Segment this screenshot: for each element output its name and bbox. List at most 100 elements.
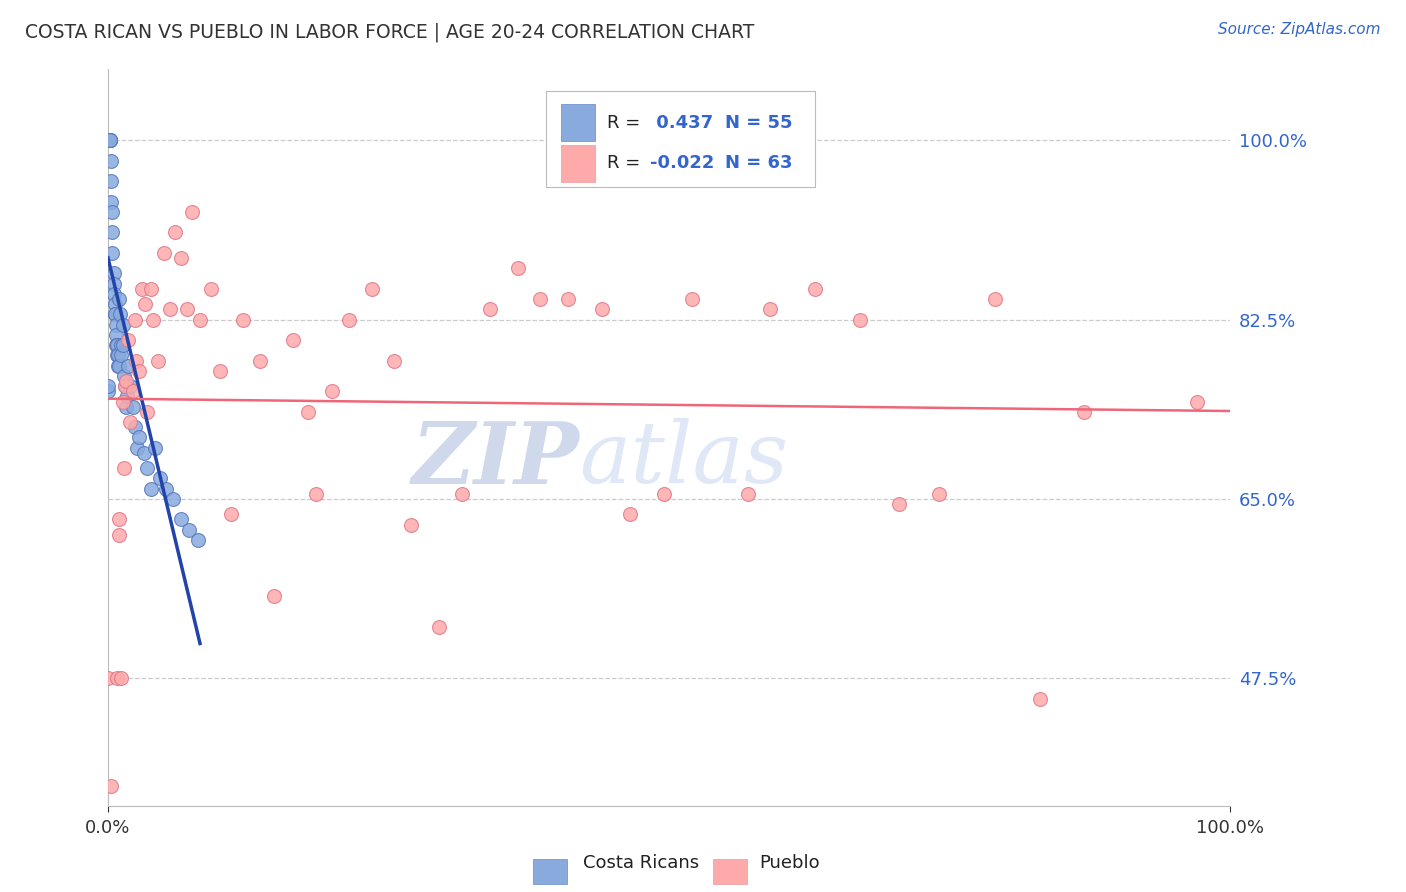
Point [360,282,382,296]
Point [105,348,128,362]
Text: 0.437: 0.437 [650,113,713,132]
Point [983,292,1005,306]
Point [107,359,129,373]
Text: COSTA RICAN VS PUEBLO IN LABOR FORCE | AGE 20-24 CORRELATION CHART: COSTA RICAN VS PUEBLO IN LABOR FORCE | A… [25,22,755,42]
Point [100,174,122,188]
Point [97,384,120,399]
Point [136,461,159,475]
Point [142,312,165,326]
Point [98,133,121,147]
Point [110,338,132,352]
Point [889,497,911,511]
Point [111,394,134,409]
Point [105,671,128,685]
Point [128,364,150,378]
Point [1185,394,1208,409]
Point [591,302,613,317]
Point [249,353,271,368]
Point [98,133,121,147]
Point [1073,405,1095,419]
Point [104,297,127,311]
Point [115,400,138,414]
Point [209,364,232,378]
Point [110,671,132,685]
Point [159,302,181,317]
Point [176,302,198,317]
Point [681,292,703,306]
Point [111,338,134,352]
Point [1028,691,1050,706]
Point [111,318,134,332]
Point [110,348,132,362]
Point [117,333,139,347]
Point [101,246,124,260]
Text: R =: R = [607,154,647,172]
Point [148,353,170,368]
Point [170,251,193,265]
Point [104,318,127,332]
Point [98,133,121,147]
Text: -0.022: -0.022 [650,154,714,172]
Point [108,528,131,542]
Point [132,446,155,460]
Point [181,205,204,219]
Point [321,384,343,399]
Point [115,374,138,388]
Text: R =: R = [607,113,647,132]
Point [478,302,501,317]
Point [100,153,122,168]
Point [263,589,285,603]
Point [120,415,142,429]
Point [529,292,551,306]
Point [450,487,472,501]
Point [104,328,127,343]
Point [283,333,305,347]
Point [124,312,146,326]
Point [125,353,148,368]
Point [108,512,131,526]
Text: Pueblo: Pueblo [759,855,820,872]
FancyBboxPatch shape [546,91,815,186]
Point [104,308,127,322]
Point [619,508,641,522]
Point [97,379,120,393]
Point [506,261,529,276]
Text: N = 55: N = 55 [725,113,793,132]
Point [131,282,153,296]
Point [143,441,166,455]
Point [221,508,243,522]
Point [232,312,254,326]
Point [97,671,120,685]
Point [110,308,132,322]
Point [98,133,121,147]
Point [114,379,136,393]
Point [136,405,159,419]
FancyBboxPatch shape [561,104,595,141]
Point [382,353,405,368]
Point [103,287,125,301]
Point [112,368,135,383]
Point [134,297,156,311]
Point [104,308,127,322]
Point [149,471,172,485]
Point [121,400,143,414]
Point [139,482,162,496]
Point [304,487,326,501]
Point [200,282,222,296]
Point [115,389,138,403]
Point [101,226,124,240]
Point [108,292,131,306]
Point [107,348,129,362]
Point [153,246,176,260]
Point [427,620,450,634]
Point [127,441,149,455]
Text: Costa Ricans: Costa Ricans [583,855,700,872]
Point [105,338,128,352]
Point [103,267,125,281]
Point [297,405,319,419]
Point [104,338,127,352]
FancyBboxPatch shape [561,145,595,182]
Point [557,292,579,306]
Point [112,461,135,475]
Point [98,133,121,147]
